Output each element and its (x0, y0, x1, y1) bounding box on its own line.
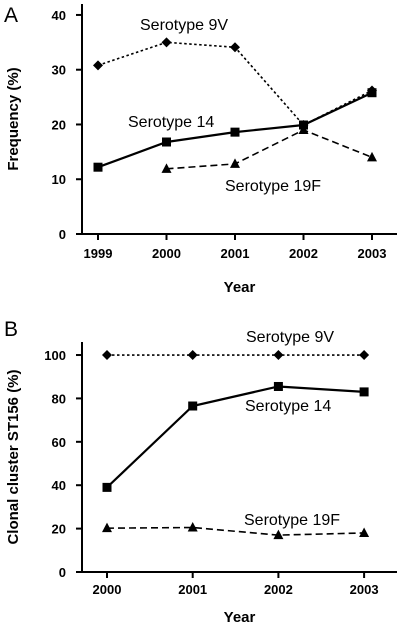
data-point-diamond (161, 37, 172, 48)
y-tick-label: 10 (52, 172, 66, 187)
data-point-triangle (367, 151, 377, 162)
x-tick-label: 2002 (289, 246, 318, 261)
x-tick-label: 2000 (93, 582, 122, 597)
x-tick-label: 2003 (350, 582, 379, 597)
data-point-square (188, 401, 198, 411)
x-tick-label: 2001 (221, 246, 250, 261)
x-tick-label: 2002 (264, 582, 293, 597)
y-axis-title: Frequency (%) (5, 67, 22, 170)
panel-letter: A (4, 4, 18, 27)
data-point-square (359, 387, 369, 397)
y-tick-label: 40 (52, 478, 66, 493)
y-tick-label: 20 (52, 522, 66, 537)
data-point-triangle (273, 529, 284, 540)
x-tick-label: 2000 (152, 246, 181, 261)
data-point-diamond (230, 42, 240, 53)
y-tick-label: 20 (52, 117, 66, 132)
data-point-triangle (161, 163, 172, 173)
data-point-square (367, 88, 377, 98)
series-line (106, 526, 365, 536)
series-annotation: Serotype 14 (245, 398, 331, 415)
y-tick-label: 30 (52, 63, 66, 78)
data-point-square (102, 482, 112, 492)
series-serotype-19f (161, 124, 377, 173)
y-axis-title: Clonal cluster ST156 (%) (5, 369, 22, 544)
series-annotation: Serotype 19F (244, 512, 340, 529)
series-line (166, 129, 373, 170)
x-tick-label: 1999 (84, 246, 113, 261)
data-point-square (162, 137, 171, 147)
series-serotype-19f (102, 522, 370, 540)
x-tick-label: 2001 (178, 582, 207, 597)
y-tick-label: 0 (59, 565, 66, 580)
chart-panel-a: A 0 10 20 30 40 1999 2000 2001 2002 2003 Year Freque… (4, 4, 397, 296)
data-point-triangle (359, 527, 370, 537)
y-tick-label: 60 (52, 435, 66, 450)
series-serotype-14 (102, 381, 369, 492)
x-axis-title: Year (224, 609, 256, 626)
data-point-diamond (359, 350, 370, 361)
data-point-triangle (102, 522, 112, 533)
series-serotype-9v (102, 350, 370, 361)
data-point-diamond (187, 350, 198, 361)
series-annotation: Serotype 14 (128, 114, 214, 131)
data-point-triangle (298, 124, 309, 134)
y-tick-label: 0 (59, 227, 66, 242)
panel-letter: B (4, 318, 18, 341)
x-tick-label: 2003 (358, 246, 387, 261)
x-axis-title: Year (224, 279, 256, 296)
series-line (106, 385, 365, 489)
chart-panel-b: B 0 20 40 60 80 100 2000 2001 2002 2003 Year Clonal … (4, 318, 397, 626)
data-point-diamond (102, 350, 112, 361)
series-annotation: Serotype 9V (140, 17, 228, 34)
data-point-square (93, 162, 103, 172)
y-tick-label: 40 (52, 8, 66, 23)
data-point-square (273, 381, 283, 391)
data-point-diamond (93, 60, 103, 71)
y-tick-label: 100 (44, 348, 66, 363)
data-point-triangle (187, 522, 198, 532)
series-annotation: Serotype 9V (246, 329, 334, 346)
data-point-diamond (273, 350, 284, 361)
series-annotation: Serotype 19F (225, 178, 321, 195)
data-point-square (230, 127, 240, 137)
data-point-triangle (230, 158, 240, 168)
y-tick-label: 80 (52, 391, 66, 406)
